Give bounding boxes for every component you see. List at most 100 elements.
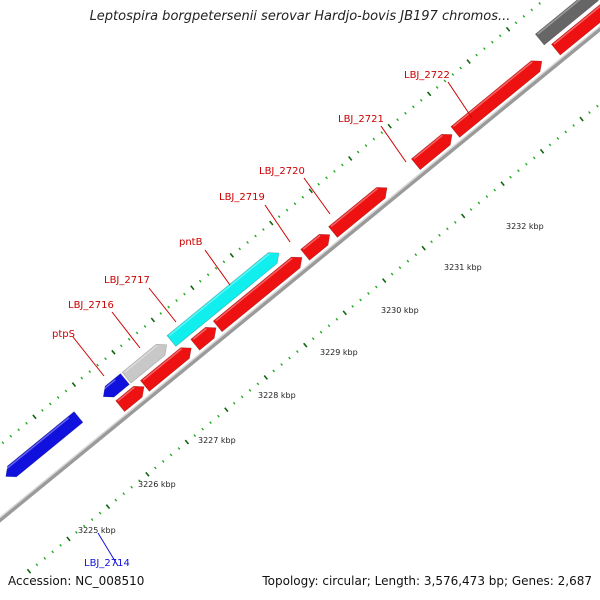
tick-upper bbox=[493, 188, 497, 192]
tick-lower bbox=[443, 79, 447, 83]
tick-upper bbox=[548, 143, 552, 147]
tick-upper bbox=[414, 253, 418, 257]
tick-upper bbox=[303, 342, 308, 348]
tick-lower bbox=[56, 396, 60, 399]
leader-line bbox=[303, 177, 331, 215]
tick-lower bbox=[308, 188, 313, 194]
tick-upper bbox=[169, 453, 173, 457]
tick-lower bbox=[104, 357, 107, 361]
feature-lbj-2721[interactable] bbox=[410, 133, 453, 171]
tick-lower bbox=[17, 428, 21, 432]
tick-lower bbox=[387, 123, 392, 129]
gene-label[interactable]: LBJ_2720 bbox=[259, 166, 305, 177]
gene-label[interactable]: LBJ_2722 bbox=[404, 70, 450, 81]
gene-label[interactable]: LBJ_2714 bbox=[84, 558, 130, 569]
feature-bevel bbox=[302, 234, 321, 250]
tick-lower bbox=[340, 163, 344, 167]
leader-line bbox=[72, 336, 105, 377]
tick-lower bbox=[198, 279, 202, 283]
tick-lower bbox=[206, 273, 210, 277]
gene-label[interactable]: LBJ_2716 bbox=[68, 300, 114, 311]
tick-lower bbox=[269, 220, 274, 226]
tick-lower bbox=[380, 131, 384, 135]
tick-lower bbox=[466, 59, 471, 65]
tick-lower bbox=[538, 2, 542, 5]
tick-upper bbox=[572, 124, 575, 127]
tick-upper bbox=[75, 531, 78, 534]
gene-label[interactable]: LBJ_2719 bbox=[219, 192, 265, 203]
feature-lbj-2717[interactable] bbox=[190, 326, 217, 351]
tick-upper bbox=[51, 550, 55, 554]
tick-lower bbox=[159, 312, 163, 315]
tick-upper bbox=[327, 324, 331, 328]
tick-lower bbox=[277, 215, 281, 219]
gene-label[interactable]: pntB bbox=[179, 237, 203, 248]
feature-bevel bbox=[142, 348, 183, 382]
tick-upper bbox=[382, 278, 387, 283]
tick-label: 3231 kbp bbox=[444, 263, 482, 272]
tick-lower bbox=[88, 370, 92, 374]
feature-lbj-2720[interactable] bbox=[328, 187, 388, 238]
feature-pseudo[interactable] bbox=[121, 344, 168, 384]
tick-upper bbox=[596, 104, 599, 108]
feature-bevel bbox=[413, 134, 443, 160]
feature-highlight[interactable] bbox=[166, 252, 280, 347]
tick-upper bbox=[177, 447, 181, 450]
tick-upper bbox=[460, 213, 466, 219]
feature-right-cds[interactable] bbox=[550, 4, 600, 56]
tick-lower bbox=[498, 34, 502, 38]
feature-upper-blue[interactable] bbox=[102, 373, 130, 398]
tick-upper bbox=[240, 395, 244, 399]
accession-text: Accession: NC_008510 bbox=[8, 574, 145, 588]
feature-lbj-2716[interactable] bbox=[139, 347, 192, 392]
tick-upper bbox=[335, 317, 339, 321]
tick-upper bbox=[26, 568, 32, 574]
tick-upper bbox=[564, 130, 568, 134]
tick-lower bbox=[317, 182, 320, 186]
tick-upper bbox=[453, 220, 457, 224]
tick-upper bbox=[517, 169, 520, 173]
tick-lower bbox=[426, 91, 432, 97]
tick-upper bbox=[539, 148, 545, 154]
feature-pntb[interactable] bbox=[212, 256, 303, 333]
tick-upper bbox=[469, 208, 473, 211]
feature-lbj-2719[interactable] bbox=[300, 233, 331, 261]
tick-lower bbox=[48, 402, 52, 406]
feature-other[interactable] bbox=[534, 0, 600, 46]
tick-lower bbox=[41, 408, 44, 412]
leader-line bbox=[97, 532, 119, 567]
feature-ptps[interactable] bbox=[115, 385, 145, 413]
tick-upper bbox=[374, 285, 378, 289]
leader-line bbox=[264, 204, 291, 243]
tick-lower bbox=[325, 176, 328, 180]
feature-lbj-2714[interactable] bbox=[5, 411, 84, 478]
tick-lower bbox=[505, 26, 511, 32]
tick-upper bbox=[406, 259, 410, 263]
feature-track[interactable] bbox=[3, 0, 600, 478]
tick-label: 3228 kbp bbox=[258, 391, 296, 400]
tick-lower bbox=[238, 247, 242, 251]
tick-lower bbox=[71, 382, 77, 387]
tick-lower bbox=[364, 144, 368, 147]
tick-upper bbox=[446, 227, 449, 231]
tick-upper bbox=[421, 245, 426, 251]
gene-label[interactable]: LBJ_2721 bbox=[338, 114, 384, 125]
tick-lower bbox=[293, 202, 297, 206]
tick-lower bbox=[396, 118, 399, 122]
gene-label[interactable]: LBJ_2717 bbox=[104, 275, 150, 286]
feature-lbj-2722[interactable] bbox=[450, 60, 543, 138]
tick-upper bbox=[485, 195, 489, 198]
tick-track: 3225 kbp 3226 kbp 3227 kbp 3228 kbp 3229 kbp… bbox=[1, 2, 599, 574]
feature-bevel bbox=[124, 345, 158, 373]
feature-bevel bbox=[168, 253, 270, 337]
tick-lower bbox=[404, 111, 407, 115]
tick-upper bbox=[288, 356, 291, 360]
gene-label[interactable]: ptpS bbox=[52, 329, 75, 340]
tick-upper bbox=[359, 298, 362, 302]
tick-lower bbox=[490, 40, 494, 44]
tick-lower bbox=[514, 21, 518, 25]
tick-upper bbox=[209, 421, 212, 425]
tick-lower bbox=[412, 105, 415, 109]
tick-lower bbox=[262, 228, 265, 231]
